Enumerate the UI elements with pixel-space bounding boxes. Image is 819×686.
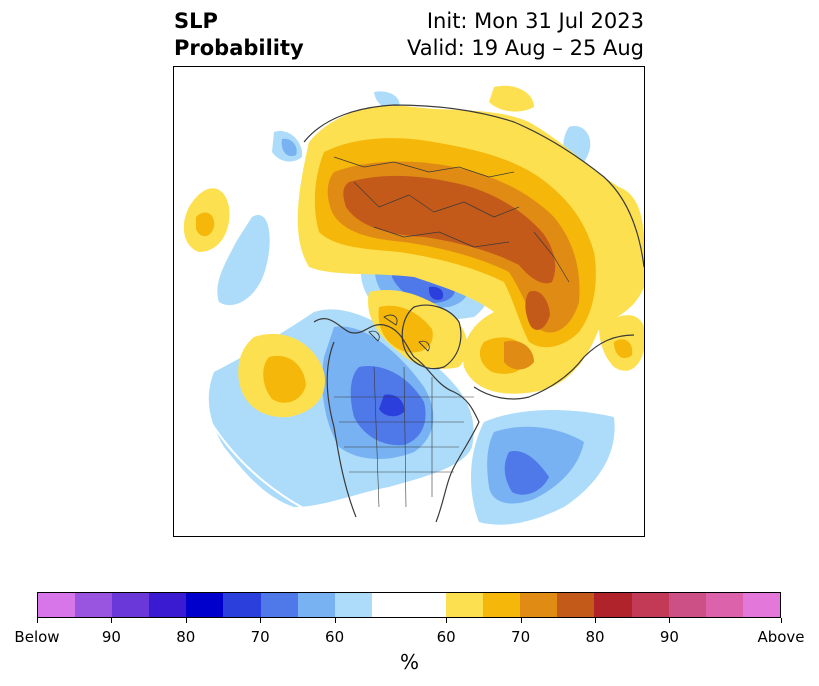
- colorbar-segment: [742, 593, 780, 617]
- map-panel: [173, 66, 645, 537]
- us-state-borders: [334, 366, 474, 508]
- colorbar-segment: [297, 593, 335, 617]
- projection-boundary: [174, 316, 394, 536]
- below-normal-dark-areas: [379, 286, 444, 417]
- colorbar-tick-label: 60: [436, 628, 456, 646]
- colorbar-tick-mark: [595, 618, 596, 623]
- colorbar-unit-label: %: [399, 650, 419, 674]
- colorbar-tick-mark: [669, 618, 671, 623]
- colorbar-segment: [186, 593, 224, 617]
- colorbar-segment: [112, 593, 150, 617]
- siberia-blue-strip: [374, 91, 400, 109]
- colorbar-tick-mark: [334, 618, 336, 623]
- colorbar-tick-label: 90: [659, 628, 679, 646]
- eurasia-borders: [333, 156, 570, 283]
- init-date: Init: Mon 31 Jul 2023: [426, 9, 644, 33]
- colorbar-segment: [446, 593, 484, 617]
- pacific-gold-east: [263, 355, 306, 403]
- colorbar-segment: [223, 593, 261, 617]
- colorbar-segment: [594, 593, 632, 617]
- coastlines: [303, 104, 644, 523]
- colorbar-segment: [260, 593, 298, 617]
- colorbar-segment: [668, 593, 706, 617]
- colorbar-tick-mark: [111, 618, 113, 623]
- atlantic-orange: [504, 340, 534, 370]
- europe-gold: [614, 339, 633, 359]
- colorbar-tick-mark: [781, 618, 782, 623]
- colorbar-segment: [520, 593, 558, 617]
- atlantic-blue-core: [504, 451, 549, 495]
- colorbar-tick-mark: [446, 618, 448, 623]
- colorbar-segment: [334, 593, 372, 617]
- scandinavia-rust: [525, 290, 550, 330]
- siberia-blue-mid: [281, 138, 297, 157]
- arctic-blue-max: [428, 286, 444, 300]
- title-product: Probability: [174, 36, 304, 60]
- colorbar-tick-label: Above: [757, 628, 805, 646]
- map-title-right: Init: Mon 31 Jul 2023 Valid: 19 Aug – 25…: [407, 8, 644, 62]
- colorbar-tick-label: 70: [250, 628, 270, 646]
- colorbar-segment: [631, 593, 669, 617]
- probability-map: [174, 85, 644, 536]
- eurasia-coast: [303, 104, 644, 400]
- colorbar-segment: [557, 593, 595, 617]
- pacific-gold-west: [196, 212, 215, 237]
- colorbar-segment: [38, 593, 76, 617]
- above-normal-rust-areas: [343, 175, 556, 330]
- title-variable: SLP: [174, 9, 218, 33]
- alaska-yellow: [489, 85, 534, 112]
- colorbar-tick-label: 70: [511, 628, 531, 646]
- colorbar-tick-label: 80: [176, 628, 196, 646]
- valid-range: Valid: 19 Aug – 25 Aug: [406, 36, 644, 60]
- colorbar-segment: [408, 593, 447, 617]
- pacific-blue-west: [217, 215, 270, 306]
- colorbar-segment: [75, 593, 113, 617]
- colorbar-tick-mark: [260, 618, 262, 623]
- colorbar-tick-label: 90: [101, 628, 121, 646]
- map-title-left: SLP Probability: [174, 8, 304, 62]
- colorbar-tick-mark: [520, 618, 522, 623]
- eurasia-rust: [343, 175, 556, 284]
- colorbar-tick-mark: [185, 618, 187, 623]
- colorbar-segment: [483, 593, 521, 617]
- colorbar-tick-mark: [37, 618, 38, 623]
- colorbar-tick-label: 80: [585, 628, 605, 646]
- colorbar-segment: [149, 593, 187, 617]
- colorbar: [37, 592, 781, 618]
- north-america-blue-max: [379, 394, 405, 417]
- colorbar-tick-label: Below: [14, 628, 60, 646]
- colorbar-segment: [371, 593, 409, 617]
- colorbar-segment: [705, 593, 743, 617]
- greenland-coast: [401, 304, 462, 370]
- colorbar-tick-label: 60: [325, 628, 345, 646]
- north-america-coast: [313, 318, 480, 523]
- arctic-islands: [368, 314, 430, 352]
- arctic-gold: [378, 305, 433, 353]
